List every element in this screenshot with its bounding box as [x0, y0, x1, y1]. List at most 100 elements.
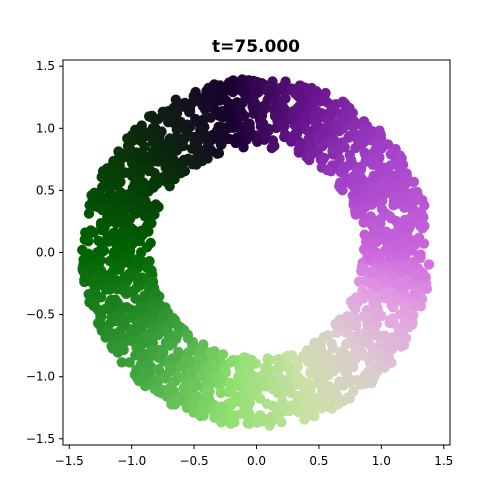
- data-point: [142, 209, 153, 221]
- data-point: [300, 117, 311, 128]
- data-point: [342, 370, 353, 381]
- data-point: [412, 208, 423, 219]
- data-point: [125, 304, 137, 315]
- data-point: [240, 352, 252, 364]
- data-point: [342, 392, 354, 403]
- data-point: [374, 152, 385, 163]
- data-point: [89, 273, 101, 284]
- data-point: [98, 203, 109, 215]
- data-point: [375, 213, 387, 224]
- data-point: [388, 318, 399, 329]
- data-point: [368, 170, 379, 181]
- data-point: [207, 85, 219, 96]
- data-point: [141, 262, 153, 273]
- y-tick-label: 0.0: [36, 246, 55, 260]
- x-tick-label: 0.0: [247, 454, 266, 468]
- data-point: [236, 408, 247, 419]
- chart-title: t=75.000: [212, 37, 300, 57]
- data-point: [366, 266, 378, 277]
- data-point: [302, 410, 313, 421]
- data-point: [150, 199, 162, 210]
- data-point: [235, 365, 246, 376]
- data-point: [350, 353, 362, 365]
- data-point: [177, 133, 188, 144]
- data-point: [420, 272, 431, 283]
- data-point: [196, 370, 207, 382]
- data-point: [177, 157, 188, 168]
- data-point: [249, 89, 260, 101]
- data-point: [295, 374, 306, 386]
- x-tick-label: −1.5: [55, 454, 84, 468]
- data-point: [402, 275, 414, 286]
- data-point: [402, 223, 413, 234]
- data-point: [383, 352, 395, 363]
- data-point: [95, 237, 107, 248]
- data-point: [263, 82, 274, 93]
- data-point: [323, 361, 335, 372]
- data-point: [219, 367, 230, 378]
- data-point: [135, 255, 147, 266]
- data-point: [321, 123, 332, 134]
- data-point: [364, 339, 376, 350]
- data-point: [331, 390, 343, 401]
- data-point: [131, 318, 143, 329]
- data-point: [293, 90, 305, 101]
- data-point: [399, 202, 410, 213]
- data-point: [188, 91, 199, 102]
- data-point: [110, 249, 122, 260]
- data-point: [272, 387, 283, 399]
- data-point: [160, 158, 172, 169]
- data-point: [386, 213, 397, 224]
- data-point: [352, 293, 363, 304]
- data-point: [388, 228, 400, 239]
- data-point: [217, 401, 228, 412]
- data-point: [242, 418, 253, 429]
- y-tick-label: −1.5: [26, 432, 55, 446]
- data-point: [95, 255, 107, 266]
- data-point: [385, 149, 396, 160]
- data-point: [249, 380, 260, 391]
- data-point: [117, 257, 129, 269]
- data-point: [198, 400, 209, 411]
- data-point: [183, 347, 194, 358]
- x-tick-label: 0.5: [309, 454, 328, 468]
- data-point: [153, 350, 165, 361]
- data-point: [182, 333, 194, 344]
- data-point: [411, 288, 422, 299]
- data-point: [337, 185, 348, 196]
- data-point: [352, 341, 363, 352]
- data-point: [167, 353, 178, 364]
- data-point: [333, 321, 345, 333]
- data-point: [116, 357, 128, 368]
- data-point: [270, 364, 281, 376]
- data-point: [223, 105, 234, 116]
- data-point: [136, 247, 147, 258]
- data-point: [374, 184, 386, 195]
- data-point: [277, 375, 288, 386]
- data-point: [134, 133, 145, 144]
- data-point: [254, 393, 266, 404]
- data-point: [139, 154, 150, 165]
- data-point: [277, 122, 289, 133]
- data-point: [376, 338, 387, 349]
- data-point: [131, 272, 142, 283]
- scatter-points: [77, 74, 435, 431]
- data-point: [376, 203, 388, 215]
- data-point: [97, 166, 109, 177]
- data-point: [267, 375, 278, 386]
- data-point: [367, 277, 378, 288]
- data-point: [400, 172, 411, 183]
- data-point: [272, 105, 283, 117]
- data-point: [185, 357, 196, 368]
- data-point: [390, 337, 401, 349]
- data-point: [353, 276, 365, 287]
- data-point: [165, 362, 176, 373]
- data-point: [357, 191, 369, 202]
- data-point: [221, 95, 232, 106]
- data-point: [98, 274, 109, 285]
- data-point: [170, 315, 181, 326]
- data-point: [326, 338, 337, 349]
- data-point: [113, 234, 124, 245]
- data-point: [211, 370, 222, 382]
- data-point: [122, 147, 134, 158]
